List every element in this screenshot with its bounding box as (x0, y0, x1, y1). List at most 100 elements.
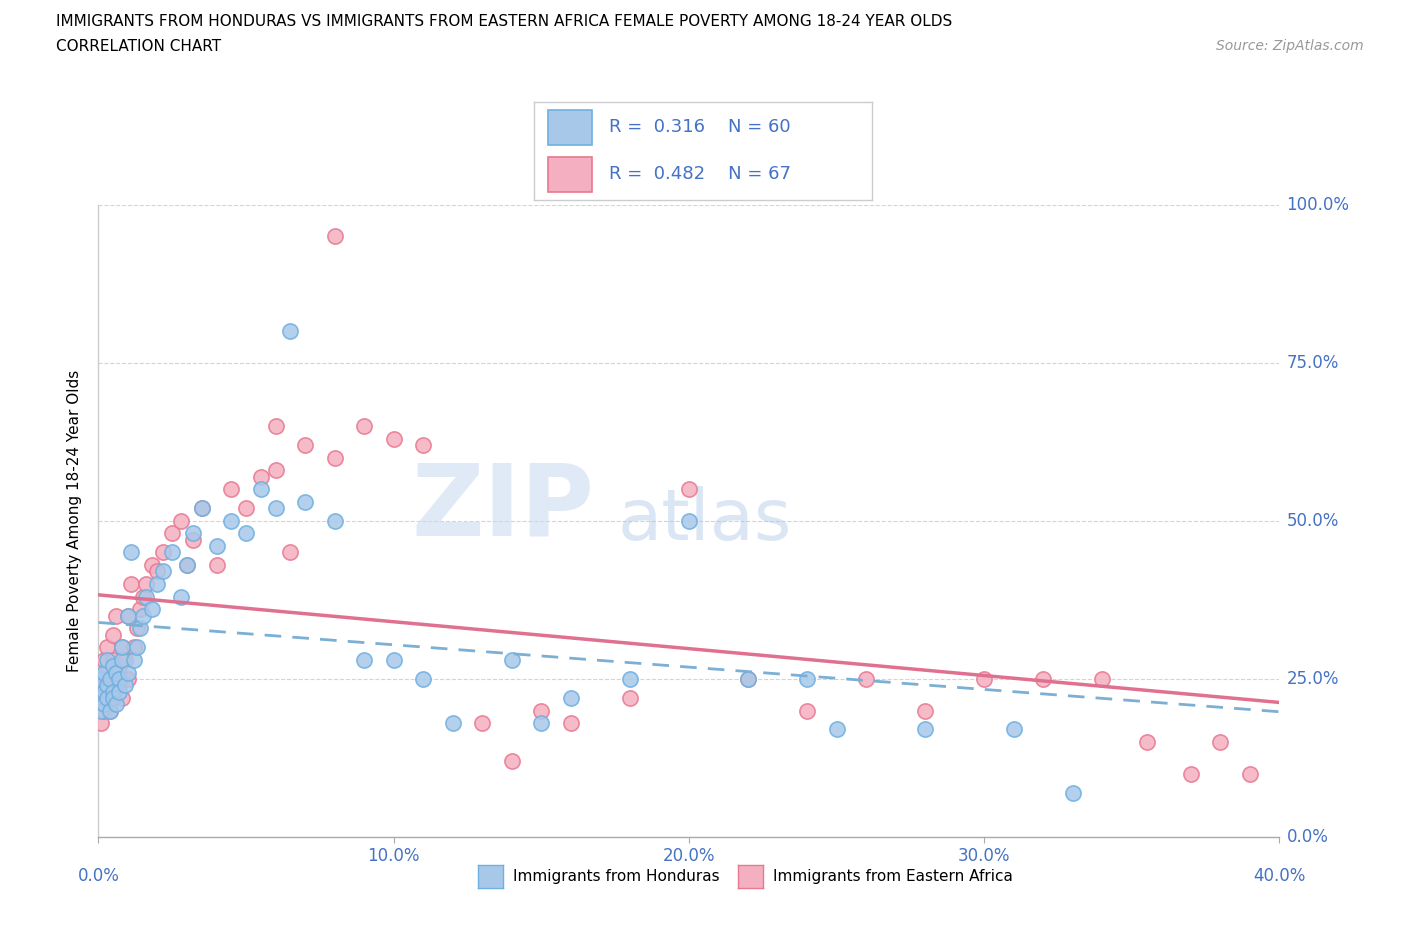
Point (93, 703, 115, 718)
Point (678, 482, 700, 497)
Point (382, 432, 405, 446)
Point (678, 513, 700, 528)
Text: 40.0%: 40.0% (1253, 867, 1306, 884)
Point (103, 690, 125, 705)
Point (441, 716, 464, 731)
Text: R =  0.316    N = 60: R = 0.316 N = 60 (609, 118, 790, 136)
Point (146, 577, 169, 591)
Point (382, 653, 405, 668)
Point (152, 564, 174, 578)
Point (111, 653, 134, 668)
Point (128, 602, 150, 617)
Point (117, 608, 139, 623)
Point (219, 513, 242, 528)
Point (103, 627, 125, 642)
Point (128, 621, 150, 636)
Point (93, 665, 115, 680)
Point (96, 665, 118, 680)
Point (560, 716, 582, 731)
Text: 50.0%: 50.0% (1286, 512, 1339, 530)
Point (914, 703, 936, 718)
Point (125, 621, 148, 636)
Point (1091, 671, 1114, 686)
Point (264, 418, 287, 433)
Text: atlas: atlas (619, 486, 793, 555)
Point (235, 500, 257, 515)
Point (122, 640, 145, 655)
Point (855, 671, 877, 686)
Point (191, 500, 214, 515)
Point (170, 590, 193, 604)
Point (132, 590, 155, 604)
Point (114, 653, 136, 668)
Point (191, 500, 214, 515)
Text: 25.0%: 25.0% (1286, 670, 1339, 688)
Text: Source: ZipAtlas.com: Source: ZipAtlas.com (1216, 39, 1364, 53)
Point (108, 678, 131, 693)
Point (135, 577, 157, 591)
Point (264, 463, 287, 478)
Point (796, 703, 818, 718)
Point (530, 716, 553, 731)
Text: IMMIGRANTS FROM HONDURAS VS IMMIGRANTS FROM EASTERN AFRICA FEMALE POVERTY AMONG : IMMIGRANTS FROM HONDURAS VS IMMIGRANTS F… (56, 14, 952, 29)
Point (90, 671, 112, 686)
Bar (548, 110, 592, 145)
Text: 100.0%: 100.0% (1286, 195, 1350, 214)
Point (93, 697, 115, 711)
Point (105, 671, 128, 686)
Point (111, 640, 134, 655)
Point (278, 324, 302, 339)
Point (162, 526, 183, 541)
Point (96, 690, 118, 705)
Point (278, 545, 302, 560)
Point (250, 482, 273, 497)
Text: ZIP: ZIP (412, 459, 595, 557)
Point (152, 545, 174, 560)
Point (323, 513, 346, 528)
Point (471, 716, 494, 731)
Point (103, 684, 125, 699)
Point (235, 526, 257, 541)
Point (125, 640, 148, 655)
Point (181, 532, 204, 547)
Point (353, 418, 375, 433)
Point (162, 545, 183, 560)
Point (205, 538, 228, 553)
Point (90, 690, 112, 705)
Point (323, 229, 346, 244)
Point (737, 671, 759, 686)
Point (176, 558, 198, 573)
Point (205, 558, 228, 573)
Point (176, 558, 198, 573)
Point (181, 526, 204, 541)
Y-axis label: Female Poverty Among 18-24 Year Olds: Female Poverty Among 18-24 Year Olds (67, 370, 83, 671)
Point (141, 602, 163, 617)
Point (108, 684, 131, 699)
Point (250, 469, 273, 484)
Point (1239, 766, 1261, 781)
Point (412, 671, 434, 686)
Point (1135, 735, 1157, 750)
Point (501, 753, 523, 768)
Point (103, 658, 125, 673)
Point (117, 665, 139, 680)
Point (96, 678, 118, 693)
Text: 75.0%: 75.0% (1286, 353, 1339, 372)
Point (105, 608, 128, 623)
Point (96, 690, 118, 705)
Point (93, 678, 115, 693)
Point (1180, 766, 1202, 781)
Point (619, 671, 641, 686)
Point (973, 671, 995, 686)
Point (90, 703, 112, 718)
Point (1062, 785, 1084, 800)
Point (135, 590, 157, 604)
Point (219, 482, 242, 497)
Point (93, 684, 115, 699)
Point (353, 653, 375, 668)
Text: CORRELATION CHART: CORRELATION CHART (56, 39, 221, 54)
Point (619, 690, 641, 705)
Point (108, 658, 131, 673)
Point (120, 577, 142, 591)
Point (122, 653, 145, 668)
